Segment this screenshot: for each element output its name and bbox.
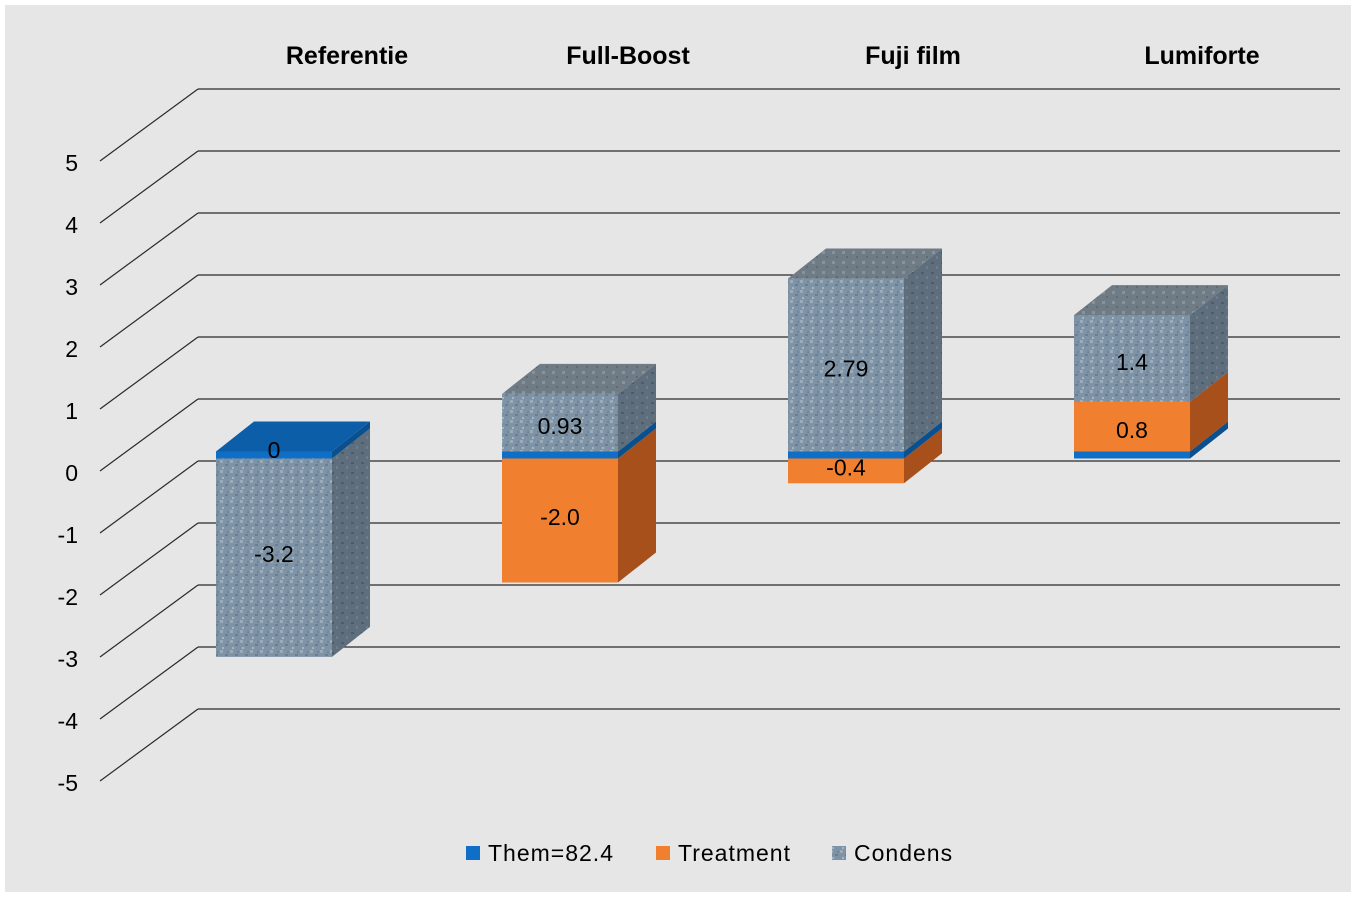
bar-segment — [1074, 285, 1228, 402]
gridlines — [99, 88, 1340, 782]
category-label: Fuji film — [865, 42, 961, 70]
gridline — [99, 708, 1340, 782]
bar-segment — [788, 248, 942, 452]
bars — [216, 248, 1228, 657]
legend-item: Them=82.4 — [466, 840, 614, 866]
y-tick-label: 0 — [65, 460, 78, 486]
legend-swatch — [466, 846, 480, 860]
gridline — [99, 88, 1340, 162]
gridline — [99, 522, 1340, 596]
y-tick-label: 2 — [65, 336, 78, 362]
legend-item: Condens — [832, 840, 953, 866]
gridline — [99, 646, 1340, 720]
legend-item: Treatment — [656, 840, 791, 866]
bar-top-face — [1074, 285, 1228, 316]
data-label: 0.93 — [538, 413, 583, 439]
legend-swatch — [832, 846, 846, 860]
y-tick-label: 4 — [65, 212, 78, 238]
gridline — [99, 460, 1340, 534]
gridline — [99, 584, 1340, 658]
bar-segment — [502, 363, 656, 452]
y-tick-label: -2 — [58, 584, 78, 610]
data-label: -2.0 — [540, 504, 580, 530]
y-tick-label: -3 — [58, 646, 78, 672]
data-label: 0.8 — [1116, 417, 1148, 443]
bar-segment — [788, 421, 942, 459]
y-tick-label: 1 — [65, 398, 78, 424]
legend-label: Them=82.4 — [488, 840, 614, 866]
gridline — [99, 212, 1340, 286]
y-tick-label: 5 — [65, 150, 78, 176]
y-axis-ticks: 5 4 3 2 1 0 -1 -2 -3 -4 -5 — [58, 150, 79, 796]
y-tick-label: -4 — [58, 708, 79, 734]
legend-label: Condens — [854, 840, 953, 866]
data-label: 1.4 — [1116, 349, 1148, 375]
bar-segment — [1074, 421, 1228, 459]
data-label: -0.4 — [826, 454, 866, 480]
y-tick-label: -1 — [58, 522, 78, 548]
bar-top-face — [216, 421, 370, 452]
bar-segment — [216, 428, 370, 657]
bar-segment — [1074, 371, 1228, 452]
bar-top-face — [502, 363, 656, 394]
legend: Them=82.4 Treatment Condens — [466, 840, 953, 866]
legend-label: Treatment — [678, 840, 791, 866]
bar-segment — [502, 428, 656, 583]
legend-swatch — [656, 846, 670, 860]
bar-segment — [502, 421, 656, 459]
y-tick-label: 3 — [65, 274, 78, 300]
data-label: -3.2 — [254, 541, 294, 567]
bar-top-face — [788, 248, 942, 279]
gridline — [99, 150, 1340, 224]
gridline — [99, 274, 1340, 348]
data-label: 2.79 — [824, 356, 869, 382]
category-label: Referentie — [286, 42, 408, 70]
category-label: Lumiforte — [1144, 42, 1259, 70]
bar-segment — [788, 428, 942, 484]
category-label: Full-Boost — [566, 42, 690, 70]
y-tick-label: -5 — [58, 770, 78, 796]
category-labels: Referentie Full-Boost Fuji film Lumiforte — [286, 42, 1260, 70]
data-label: 0 — [268, 437, 281, 463]
bar-segment — [216, 421, 370, 459]
data-labels: 0 -3.2 -2.0 0.93 -0.4 2.79 0.8 1.4 — [254, 349, 1148, 567]
